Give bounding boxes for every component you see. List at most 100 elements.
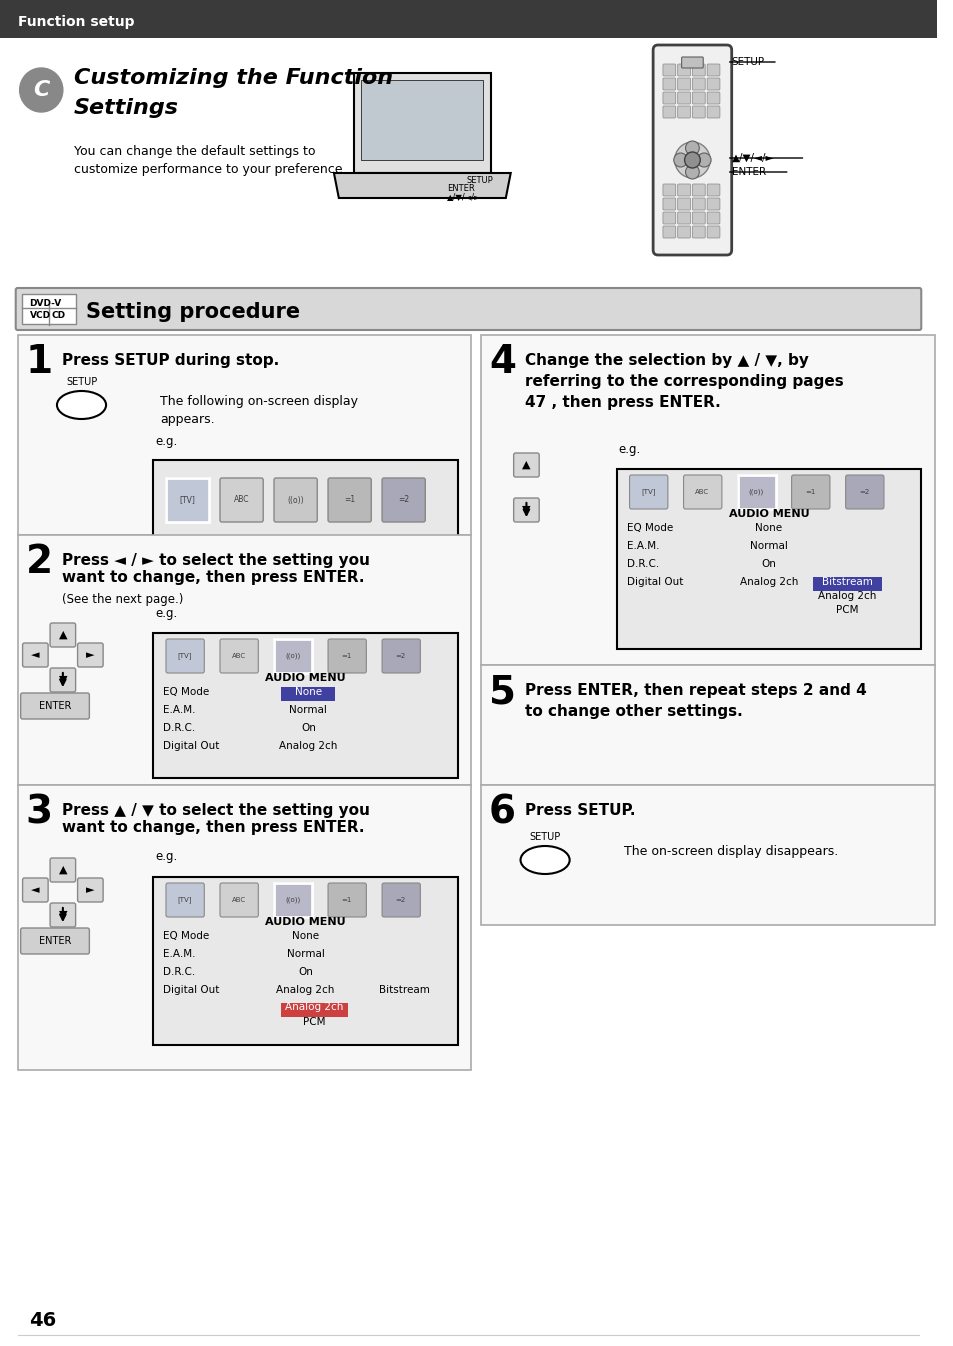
FancyBboxPatch shape xyxy=(23,643,48,668)
FancyBboxPatch shape xyxy=(706,106,720,118)
FancyBboxPatch shape xyxy=(677,213,690,223)
FancyBboxPatch shape xyxy=(166,639,204,673)
Circle shape xyxy=(674,141,709,178)
FancyBboxPatch shape xyxy=(677,78,690,90)
FancyBboxPatch shape xyxy=(513,498,538,522)
Text: D.R.C.: D.R.C. xyxy=(163,966,195,977)
FancyBboxPatch shape xyxy=(677,92,690,104)
Text: e.g.: e.g. xyxy=(155,607,177,621)
Text: Press ◄ / ► to select the setting you
want to change, then press ENTER.: Press ◄ / ► to select the setting you wa… xyxy=(62,553,370,586)
Text: SETUP: SETUP xyxy=(466,176,493,184)
FancyBboxPatch shape xyxy=(513,454,538,476)
FancyBboxPatch shape xyxy=(381,478,425,522)
FancyBboxPatch shape xyxy=(706,226,720,238)
FancyBboxPatch shape xyxy=(677,184,690,197)
Text: =2: =2 xyxy=(395,896,405,903)
Text: None: None xyxy=(292,931,318,941)
Text: ABC: ABC xyxy=(233,495,249,505)
FancyBboxPatch shape xyxy=(662,106,675,118)
Text: Function setup: Function setup xyxy=(18,15,134,30)
Text: Analog 2ch: Analog 2ch xyxy=(279,742,337,751)
Text: [TV]: [TV] xyxy=(640,489,655,495)
Text: Customizing the Function: Customizing the Function xyxy=(73,69,393,87)
FancyBboxPatch shape xyxy=(791,475,829,509)
Text: Change the selection by ▲ / ▼, by
referring to the corresponding pages
47 , then: Change the selection by ▲ / ▼, by referr… xyxy=(525,353,843,411)
Text: AUDIO MENU: AUDIO MENU xyxy=(265,673,345,682)
Text: [TV]: [TV] xyxy=(179,495,195,505)
FancyBboxPatch shape xyxy=(692,213,704,223)
Polygon shape xyxy=(334,174,510,198)
Text: ▲/▼/◄/►: ▲/▼/◄/► xyxy=(731,153,774,163)
FancyBboxPatch shape xyxy=(328,478,371,522)
Text: Analog 2ch: Analog 2ch xyxy=(740,577,798,587)
Text: e.g.: e.g. xyxy=(618,443,640,456)
FancyBboxPatch shape xyxy=(653,44,731,254)
Circle shape xyxy=(684,152,700,168)
FancyBboxPatch shape xyxy=(629,475,667,509)
FancyBboxPatch shape xyxy=(21,693,90,719)
Text: ▲: ▲ xyxy=(58,630,67,639)
Text: Setting procedure: Setting procedure xyxy=(87,302,300,322)
Text: [TV]: [TV] xyxy=(177,653,192,660)
Text: Normal: Normal xyxy=(749,541,787,551)
Text: ENTER: ENTER xyxy=(39,935,71,946)
Text: AUDIO MENU: AUDIO MENU xyxy=(728,509,808,520)
Text: ◄: ◄ xyxy=(31,650,40,660)
FancyBboxPatch shape xyxy=(18,335,471,534)
Text: ◄: ◄ xyxy=(31,886,40,895)
FancyBboxPatch shape xyxy=(662,92,675,104)
FancyBboxPatch shape xyxy=(662,213,675,223)
FancyBboxPatch shape xyxy=(166,478,209,522)
Text: ABC: ABC xyxy=(695,489,709,495)
Text: On: On xyxy=(760,559,776,569)
Text: Press ENTER, then repeat steps 2 and 4
to change other settings.: Press ENTER, then repeat steps 2 and 4 t… xyxy=(525,682,866,719)
Text: ((o)): ((o)) xyxy=(748,489,763,495)
Text: ABC: ABC xyxy=(232,653,246,660)
Text: 2: 2 xyxy=(26,542,52,581)
Text: =2: =2 xyxy=(395,653,405,660)
FancyBboxPatch shape xyxy=(0,0,936,38)
Text: (See the next page.): (See the next page.) xyxy=(62,594,183,606)
FancyBboxPatch shape xyxy=(706,184,720,197)
Text: AUDIO MENU: AUDIO MENU xyxy=(265,917,345,927)
FancyBboxPatch shape xyxy=(220,639,258,673)
Text: 46: 46 xyxy=(30,1311,56,1330)
FancyBboxPatch shape xyxy=(677,198,690,210)
Circle shape xyxy=(697,153,710,167)
Text: Analog 2ch: Analog 2ch xyxy=(276,985,335,995)
FancyBboxPatch shape xyxy=(22,293,75,324)
FancyBboxPatch shape xyxy=(706,213,720,223)
Text: Bitstream: Bitstream xyxy=(378,985,430,995)
Text: Digital Out: Digital Out xyxy=(163,985,219,995)
FancyBboxPatch shape xyxy=(662,198,675,210)
Text: E.A.M.: E.A.M. xyxy=(163,705,195,715)
Text: 5: 5 xyxy=(489,673,516,711)
FancyBboxPatch shape xyxy=(692,184,704,197)
FancyBboxPatch shape xyxy=(662,226,675,238)
Text: SETUP: SETUP xyxy=(731,57,764,67)
FancyBboxPatch shape xyxy=(692,65,704,75)
Text: Analog 2ch: Analog 2ch xyxy=(285,1001,343,1012)
Text: D.R.C.: D.R.C. xyxy=(163,723,195,734)
Text: Digital Out: Digital Out xyxy=(163,742,219,751)
Text: SETUP: SETUP xyxy=(529,832,560,843)
FancyBboxPatch shape xyxy=(23,878,48,902)
Text: ►: ► xyxy=(86,650,94,660)
Text: Normal: Normal xyxy=(286,949,324,958)
Polygon shape xyxy=(354,73,491,174)
Text: =2: =2 xyxy=(859,489,868,495)
Circle shape xyxy=(673,153,687,167)
Text: 4: 4 xyxy=(489,343,516,381)
Text: [TV]: [TV] xyxy=(177,896,192,903)
Text: =1: =1 xyxy=(344,495,355,505)
Circle shape xyxy=(685,166,699,179)
Text: The on-screen display disappears.: The on-screen display disappears. xyxy=(623,845,837,857)
FancyBboxPatch shape xyxy=(480,785,934,925)
Ellipse shape xyxy=(520,847,569,874)
Text: ((o)): ((o)) xyxy=(287,495,304,505)
Text: Normal: Normal xyxy=(289,705,327,715)
FancyBboxPatch shape xyxy=(18,785,471,1070)
FancyBboxPatch shape xyxy=(328,639,366,673)
Text: ENTER: ENTER xyxy=(39,701,71,711)
Text: ▼: ▼ xyxy=(58,910,67,921)
